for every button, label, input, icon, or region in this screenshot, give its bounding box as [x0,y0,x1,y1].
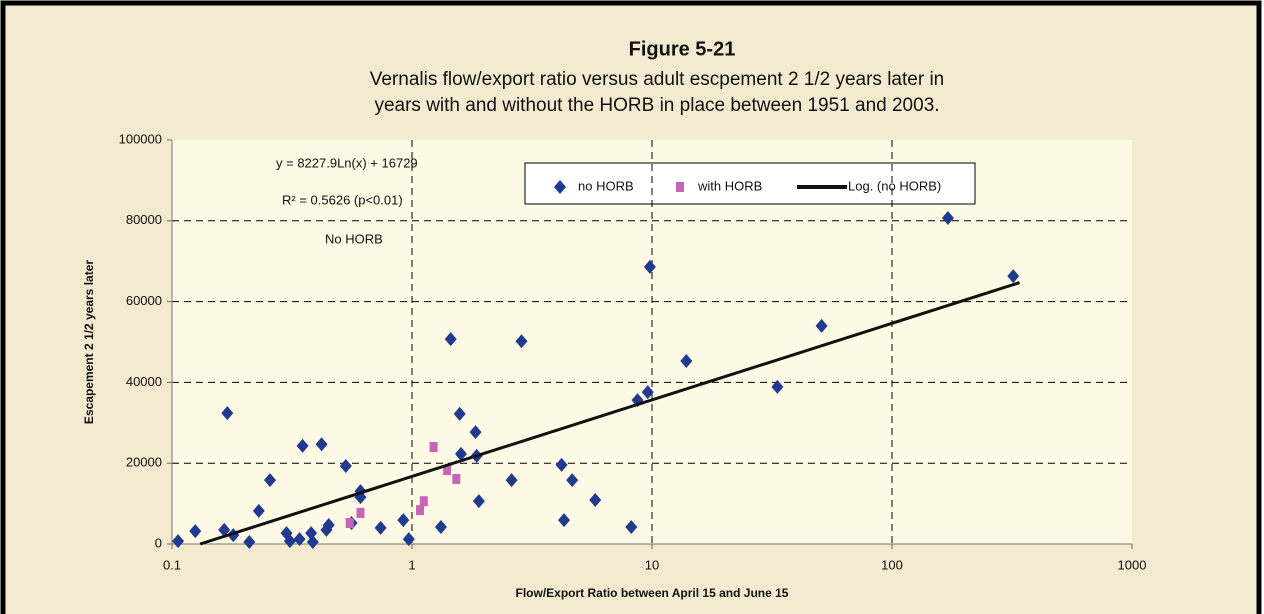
point [443,465,452,476]
point [374,520,387,535]
point [641,385,654,400]
annotation: No HORB [325,231,383,246]
legend-label: Log. (no HORB) [848,178,941,193]
point [941,210,954,225]
point [322,518,335,533]
point [589,492,602,507]
point [402,532,415,547]
point [643,259,656,274]
point [434,520,447,535]
x-axis-label: Flow/Export Ratio between April 15 and J… [516,586,789,600]
point [558,513,571,528]
point [296,438,309,453]
point [293,532,306,547]
point [419,496,428,507]
point [189,524,202,539]
x-tick-label: 1000 [1118,557,1147,572]
point [566,473,579,488]
legend-label: no HORB [578,178,634,193]
point [397,513,410,528]
point [172,534,185,549]
point [416,505,425,516]
legend-swatch [554,180,566,194]
point [771,379,784,394]
point [243,534,256,549]
point [252,503,265,518]
point [515,334,528,349]
point [1007,269,1020,284]
x-tick-label: 1 [408,557,415,572]
y-tick-label: 60000 [126,293,162,308]
legend-swatch [676,182,684,192]
annotation: R² = 0.5626 (p<0.01) [282,192,403,207]
point [680,353,693,368]
point [263,473,276,488]
trend-line [199,281,1021,546]
y-tick-label: 20000 [126,455,162,470]
x-tick-label: 10 [645,557,659,572]
y-tick-label: 80000 [126,212,162,227]
point [452,473,461,484]
y-tick-label: 40000 [126,374,162,389]
y-tick-label: 100000 [119,131,162,146]
point [454,446,467,461]
chart-subtitle: Vernalis flow/export ratio versus adult … [370,69,945,90]
point [815,318,828,333]
point [356,507,365,518]
legend-box [524,162,976,205]
point [429,442,438,453]
annotation: y = 8227.9Ln(x) + 16729 [276,155,418,170]
point [453,406,466,421]
chart-title: Figure 5-21 [629,38,736,60]
y-tick-label: 0 [155,535,162,550]
legend-label: with HORB [697,178,762,193]
point [218,522,231,537]
point [345,517,354,528]
chart-subtitle: years with and without the HORB in place… [374,95,939,116]
point [315,437,328,452]
point [221,406,234,421]
point [472,494,485,509]
x-tick-label: 100 [881,557,903,572]
point [555,457,568,472]
point [505,473,518,488]
point [469,425,482,440]
point [306,534,319,549]
x-tick-label: 0.1 [163,557,181,572]
y-axis-label: Escapement 2 1/2 years later [82,260,96,424]
point [339,459,352,474]
point [625,520,638,535]
point [444,332,457,347]
point [283,534,296,549]
